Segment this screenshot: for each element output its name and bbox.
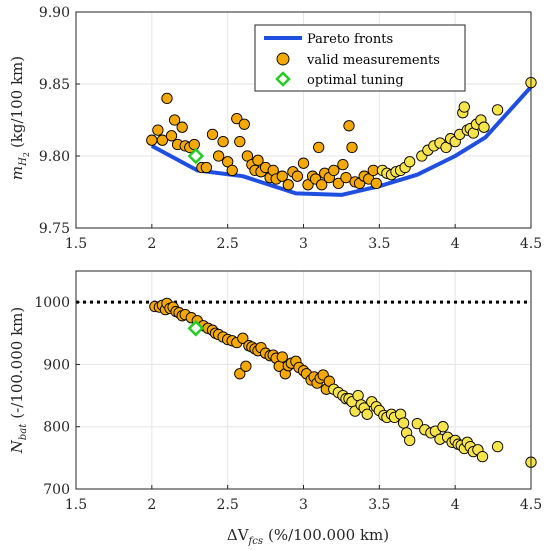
measurement-point [200, 161, 213, 174]
measurement-point [361, 408, 373, 420]
measurement-point [238, 118, 250, 130]
measurement-point [491, 104, 504, 116]
optimal-tuning-point [187, 147, 205, 165]
top-y-tick-label: 9.85 [39, 77, 70, 93]
measurement-point [234, 368, 246, 380]
measurement-point [404, 434, 416, 447]
measurement-point [411, 417, 423, 430]
top-x-tick-label: 3.5 [368, 236, 390, 252]
bot-y-tick-label: 800 [43, 420, 70, 436]
measurement-point [226, 164, 238, 177]
measurement-point [404, 156, 416, 168]
optimal-tuning-point [187, 320, 205, 337]
measurement-point [437, 421, 449, 433]
top-x-tick-label: 2.5 [217, 236, 239, 252]
measurement-point [313, 141, 325, 154]
measurement-point [276, 351, 288, 363]
measurement-point [165, 130, 178, 142]
legend-pareto-label: Pareto fronts [307, 32, 393, 47]
top-optimal-tuning [187, 147, 205, 165]
legend-optimal-diamond-icon [275, 71, 291, 87]
bot-x-tick-label: 2 [147, 497, 156, 513]
top-pareto-front [150, 85, 533, 197]
pareto-front-line [150, 85, 533, 197]
measurement-point [476, 450, 489, 463]
legend: Pareto fronts valid measurements optimal… [254, 24, 466, 92]
measurement-point [337, 158, 349, 171]
measurement-point [297, 157, 310, 169]
legend-valid-swatch [276, 52, 290, 66]
measurement-point [276, 170, 288, 182]
bot-x-tick-label: 4.5 [520, 497, 542, 513]
measurement-point [352, 389, 364, 402]
bot-x-tick-label: 3 [299, 497, 308, 513]
bottom-panel: 1.5 2 2.5 3 3.5 4 4.5 700 800 900 1000 Nbat(-/100… [8, 270, 542, 547]
measurement-point [156, 134, 169, 146]
measurement-point [291, 170, 304, 182]
bot-x-tick-label: 2.5 [217, 497, 239, 513]
top-y-axis-label: mH2(kg/100 km) [8, 56, 31, 180]
bot-x-tick-label: 4 [451, 497, 460, 513]
measurement-point [343, 120, 355, 132]
bottom-measurement-points [149, 297, 537, 468]
measurement-point [161, 92, 173, 105]
measurement-point [316, 179, 328, 191]
legend-optimal-label: optimal tuning [307, 73, 404, 88]
measurement-point [146, 134, 158, 146]
measurement-point [332, 177, 345, 190]
measurement-point [302, 179, 314, 191]
measurement-point [346, 141, 358, 154]
measurement-point [397, 417, 410, 429]
top-x-tick-labels: 1.5 2 2.5 3 3.5 4 4.5 [65, 236, 542, 252]
top-y-tick-label: 9.75 [39, 221, 70, 237]
bottom-optimal-tuning [187, 320, 205, 337]
top-x-tick-label: 3 [299, 236, 308, 252]
measurement-point [176, 121, 188, 133]
top-x-tick-label: 1.5 [65, 236, 87, 252]
measurement-point [340, 171, 352, 184]
measurement-point [240, 360, 252, 372]
measurement-point [282, 179, 294, 191]
bottom-axes-frame [75, 270, 532, 490]
measurement-point [168, 114, 181, 126]
bottom-y-tick-labels: 700 800 900 1000 [34, 295, 70, 498]
top-measurement-points [146, 76, 537, 191]
top-y-tick-label: 9.80 [39, 149, 70, 165]
legend-valid-label: valid measurements [306, 53, 440, 68]
bot-y-tick-label: 1000 [34, 295, 70, 311]
top-panel: 1.5 2 2.5 3 3.5 4 4.5 9.75 9.80 9.85 9.90 Pareto … [8, 5, 542, 252]
measurement-point [458, 101, 470, 113]
measurement-point [206, 128, 219, 141]
bot-y-tick-label: 700 [43, 482, 70, 498]
measurement-point [370, 177, 382, 190]
measurement-point [231, 112, 243, 125]
measurement-point [440, 141, 452, 154]
top-y-tick-labels: 9.75 9.80 9.85 9.90 [39, 5, 70, 237]
bot-y-tick-label: 900 [43, 357, 70, 373]
measurement-point [188, 138, 200, 151]
measurement-point [212, 150, 225, 162]
measurement-point [152, 124, 164, 136]
bot-x-tick-label: 1.5 [65, 497, 87, 513]
top-x-tick-label: 4.5 [520, 236, 542, 252]
top-axes-frame [75, 11, 532, 229]
measurement-point [328, 164, 340, 177]
measurement-point [234, 135, 246, 148]
measurement-point [252, 154, 264, 166]
bottom-x-tick-labels: 1.5 2 2.5 3 3.5 4 4.5 [65, 497, 542, 513]
bottom-y-axis-label: Nbat(-/100.000 km) [8, 307, 29, 454]
top-x-tick-label: 4 [451, 236, 460, 252]
bot-x-tick-label: 3.5 [368, 497, 390, 513]
x-axis-label: ΔVfcs (%/100.000 km) [227, 526, 389, 547]
measurement-point [217, 135, 229, 148]
measurement-point [478, 121, 490, 133]
top-x-tick-label: 2 [147, 236, 156, 252]
measurement-point [237, 332, 249, 344]
top-y-tick-label: 9.90 [39, 5, 70, 21]
measurement-point [491, 440, 504, 453]
